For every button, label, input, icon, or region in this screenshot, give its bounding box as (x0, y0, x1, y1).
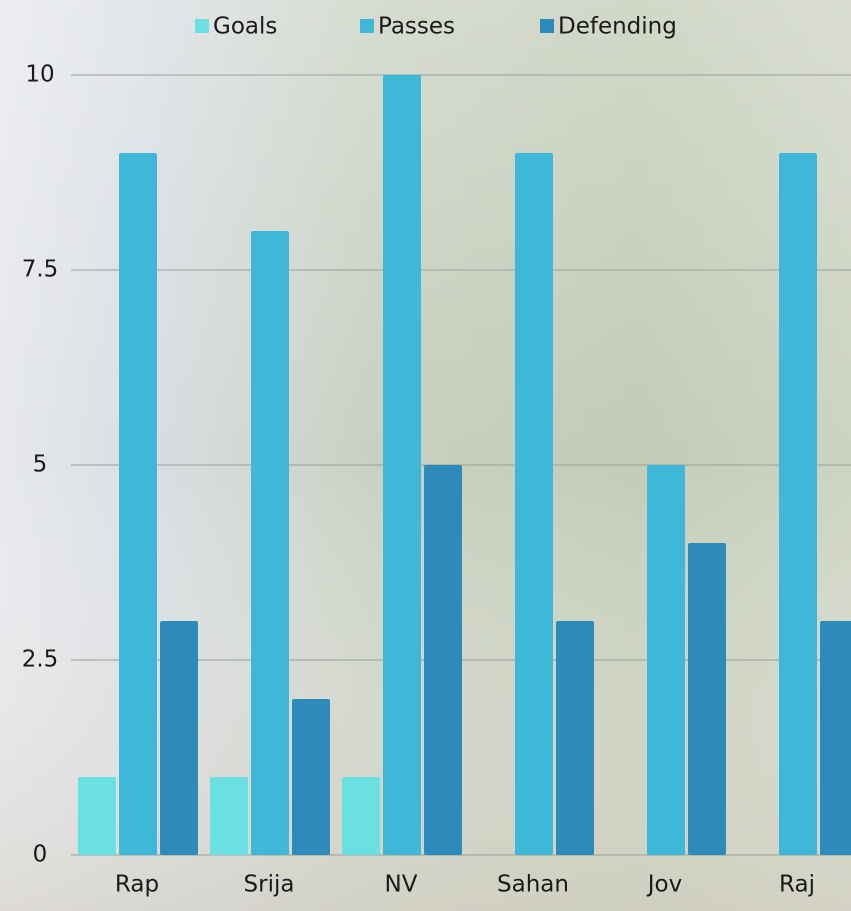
legend-label: Goals (213, 14, 277, 40)
x-tick-label: NV (385, 872, 418, 898)
legend-swatch (195, 19, 209, 33)
bar (119, 153, 157, 855)
bar (210, 777, 248, 855)
bar (647, 465, 685, 855)
bar (342, 777, 380, 855)
page: 0 2.5 5 7.5 10 Rap Srija NV Sahan Jov Raj Goals Pass… (0, 0, 851, 911)
bar (820, 621, 851, 855)
bar (251, 231, 289, 855)
y-tick-label: 5 (33, 452, 48, 478)
legend-swatch (540, 19, 554, 33)
x-tick-label: Sahan (497, 872, 569, 898)
y-tick-label: 10 (25, 62, 54, 88)
bar (160, 621, 198, 855)
bar (78, 777, 116, 855)
bar (383, 75, 421, 855)
y-tick-label: 7.5 (22, 257, 59, 283)
x-tick-label: Rap (115, 872, 159, 898)
x-tick-label: Jov (646, 872, 682, 898)
legend-label: Passes (378, 14, 455, 40)
bar (424, 465, 462, 855)
legend-label: Defending (558, 14, 677, 40)
x-tick-label: Raj (779, 872, 815, 898)
bar (688, 543, 726, 855)
chart: 0 2.5 5 7.5 10 Rap Srija NV Sahan Jov Raj Goals Pass… (0, 0, 851, 911)
bar (556, 621, 594, 855)
y-tick-label: 0 (33, 842, 48, 868)
y-tick-label: 2.5 (22, 647, 59, 673)
legend-swatch (360, 19, 374, 33)
bar (515, 153, 553, 855)
bar (292, 699, 330, 855)
bar (779, 153, 817, 855)
x-tick-label: Srija (244, 872, 295, 898)
